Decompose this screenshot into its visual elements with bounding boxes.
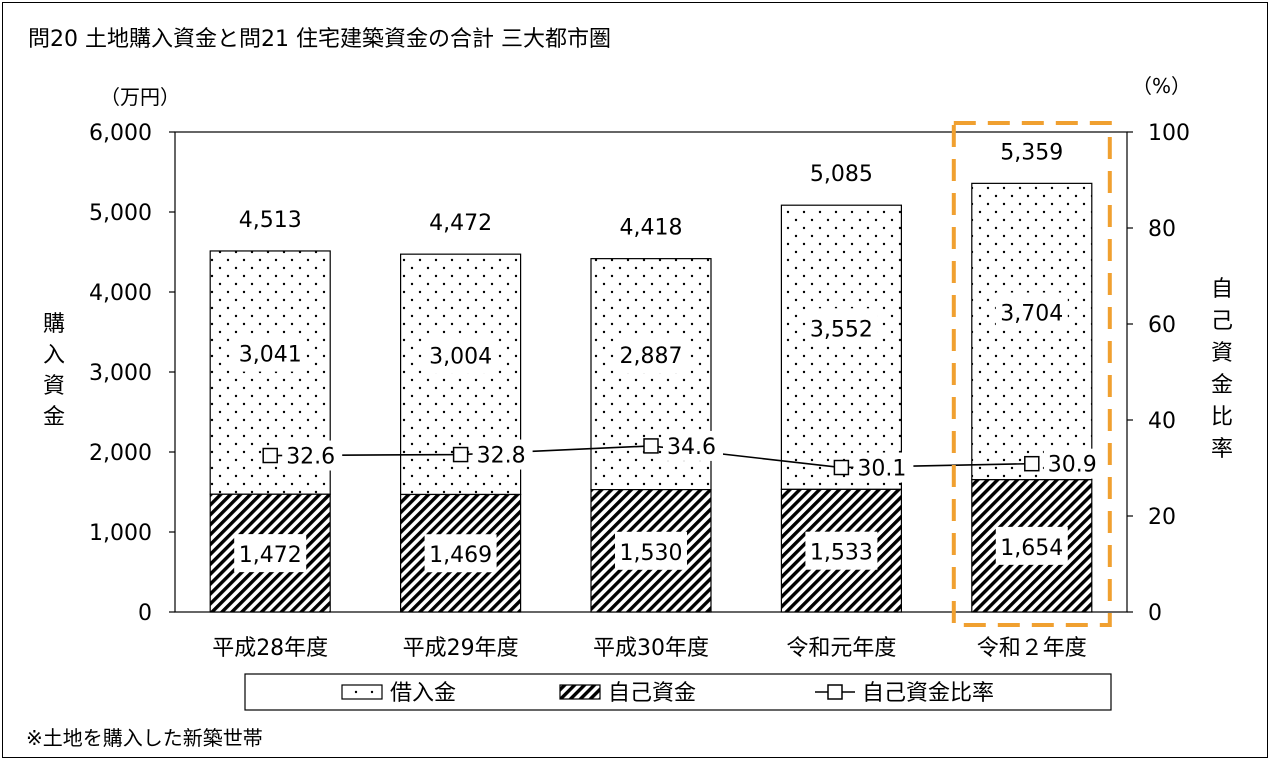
ratio-marker bbox=[833, 459, 850, 476]
y-tick-label: 4,000 bbox=[89, 281, 152, 306]
y-tick-label: 1,000 bbox=[89, 521, 152, 546]
loan-label-bg bbox=[805, 308, 878, 347]
x-tick-label: 平成28年度 bbox=[212, 636, 328, 661]
right-axis-unit: （%） bbox=[1132, 74, 1191, 98]
x-axis-labels: 平成28年度 平成29年度 平成30年度 令和元年度 令和２年度 bbox=[212, 636, 1087, 661]
y-axis-ticks: 0 1,000 2,000 3,000 4,000 5,000 6,000 bbox=[89, 121, 175, 626]
y2-tick-label: 60 bbox=[1148, 313, 1176, 338]
ratio-value-label: 30.9 bbox=[1048, 453, 1097, 478]
x-tick-label: 令和元年度 bbox=[786, 636, 896, 661]
legend-loan-label: 借入金 bbox=[390, 681, 456, 706]
x-tick-label: 平成29年度 bbox=[403, 636, 519, 661]
ratio-label-bg bbox=[472, 439, 533, 470]
y2-axis-label-char: 己 bbox=[1211, 309, 1233, 334]
chart-title: 問20 土地購入資金と問21 住宅建築資金の合計 三大都市圏 bbox=[28, 27, 611, 52]
ratio-marker bbox=[1024, 455, 1040, 472]
legend-items: 借入金 自己資金 自己資金比率 bbox=[341, 681, 994, 706]
own-label-bg bbox=[805, 531, 878, 570]
y-tick-label: 2,000 bbox=[89, 441, 152, 466]
y2-tick-label: 40 bbox=[1148, 409, 1176, 434]
loan-value-label: 3,704 bbox=[1000, 302, 1063, 327]
own-label-bg bbox=[424, 534, 497, 573]
own-value-label: 1,469 bbox=[429, 543, 492, 568]
y2-axis-label-char: 比 bbox=[1211, 405, 1233, 430]
y-tick-label: 0 bbox=[138, 601, 152, 626]
legend bbox=[244, 673, 1112, 711]
ratio-label-bg bbox=[1043, 448, 1104, 479]
ratio-marker bbox=[452, 446, 469, 463]
loan-label-bg bbox=[615, 335, 687, 374]
own-value-label: 1,472 bbox=[239, 543, 302, 568]
y-axis-label-char: 金 bbox=[43, 405, 65, 430]
y2-tick-label: 0 bbox=[1148, 601, 1162, 626]
y2-axis-ticks: 0 20 40 60 80 100 bbox=[1127, 121, 1190, 626]
y2-axis-label: 自己資金比率 bbox=[1211, 277, 1233, 462]
loan-label-bg bbox=[424, 335, 497, 374]
y2-tick-label: 80 bbox=[1148, 217, 1176, 242]
bar-loan bbox=[780, 204, 903, 490]
y2-axis-label-char: 率 bbox=[1211, 437, 1233, 462]
y2-axis-label-char: 金 bbox=[1211, 373, 1233, 398]
loan-label-bg bbox=[234, 333, 307, 372]
y-axis-label-char: 入 bbox=[43, 343, 65, 368]
ratio-label-bg bbox=[663, 430, 723, 461]
y2-axis-label-char: 資 bbox=[1211, 341, 1233, 366]
total-value-label: 4,472 bbox=[429, 211, 492, 236]
highlight-box bbox=[951, 121, 1112, 627]
own-label-bg bbox=[995, 526, 1068, 565]
left-axis-unit: （万円） bbox=[100, 85, 180, 109]
loan-value-label: 3,004 bbox=[429, 344, 492, 369]
loan-value-label: 3,552 bbox=[810, 317, 873, 342]
total-value-label: 4,418 bbox=[620, 216, 683, 241]
total-value-label: 4,513 bbox=[239, 208, 302, 233]
y-axis-label: 購入資金 bbox=[43, 312, 65, 430]
y-axis-label-char: 購 bbox=[43, 312, 65, 337]
y-tick-label: 5,000 bbox=[89, 201, 152, 226]
ratio-value-label: 34.6 bbox=[667, 435, 716, 460]
total-value-label: 5,085 bbox=[810, 162, 873, 187]
y2-tick-label: 20 bbox=[1148, 505, 1176, 530]
x-tick-label: 令和２年度 bbox=[977, 636, 1087, 661]
ratio-label-bg bbox=[282, 440, 343, 471]
ratio-marker bbox=[643, 438, 659, 454]
ratio-value-label: 32.8 bbox=[477, 444, 526, 469]
ratio-value-label: 30.1 bbox=[857, 457, 906, 482]
bars: 1,472 3,041 4,513 1,469 3,004 4,472 1,530 2,887… bbox=[209, 140, 1093, 613]
own-value-label: 1,654 bbox=[1000, 536, 1063, 561]
total-value-label: 5,359 bbox=[1000, 140, 1063, 165]
legend-loan-swatch bbox=[341, 684, 383, 700]
ratio-value-label: 32.6 bbox=[286, 445, 335, 470]
loan-value-label: 3,041 bbox=[239, 343, 302, 368]
legend-own-label: 自己資金 bbox=[608, 681, 696, 706]
own-value-label: 1,530 bbox=[620, 541, 683, 566]
y-tick-label: 3,000 bbox=[89, 361, 152, 386]
own-label-bg bbox=[234, 534, 307, 573]
legend-own-swatch bbox=[559, 684, 601, 700]
y-tick-label: 6,000 bbox=[89, 121, 152, 146]
ratio-label-bg bbox=[853, 452, 914, 483]
y2-tick-label: 100 bbox=[1148, 121, 1190, 146]
own-label-bg bbox=[615, 531, 687, 570]
loan-value-label: 2,887 bbox=[620, 344, 683, 369]
ratio-line: 32.6 32.8 34.6 30.1 30.9 bbox=[262, 430, 1104, 483]
loan-label-bg bbox=[995, 292, 1068, 331]
footnote: ※土地を購入した新築世帯 bbox=[26, 726, 263, 750]
legend-ratio-label: 自己資金比率 bbox=[862, 681, 994, 706]
ratio-marker bbox=[262, 447, 278, 464]
x-tick-label: 平成30年度 bbox=[593, 636, 709, 661]
own-value-label: 1,533 bbox=[810, 541, 873, 566]
highlight-dashed-box bbox=[951, 121, 1112, 627]
y2-axis-label-char: 自 bbox=[1211, 277, 1233, 302]
y-axis-label-char: 資 bbox=[43, 374, 65, 399]
bar-loan bbox=[971, 182, 1093, 481]
legend-ratio-marker bbox=[827, 684, 843, 700]
